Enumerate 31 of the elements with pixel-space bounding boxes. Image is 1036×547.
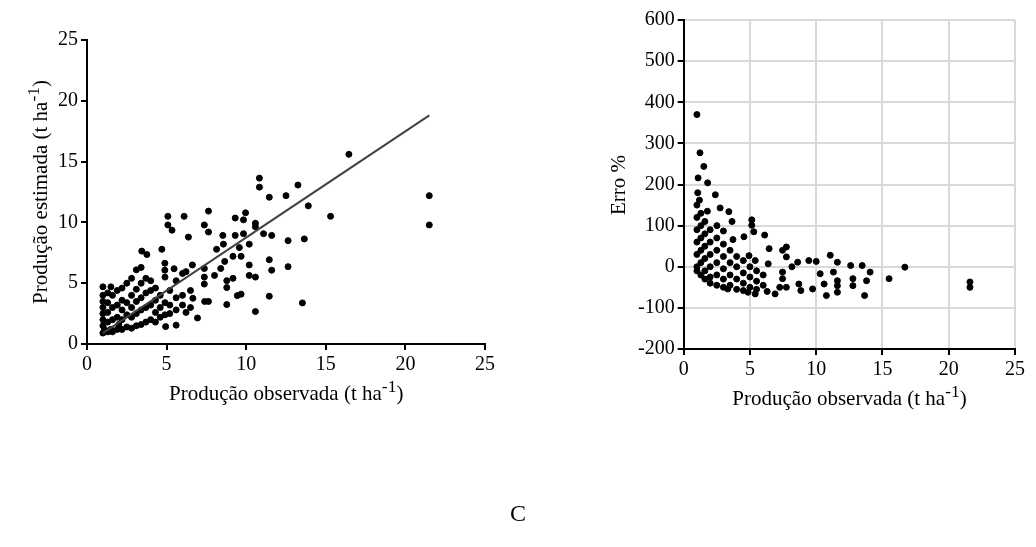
y-tick-label: 5 bbox=[68, 270, 78, 293]
x-tick-label: 20 bbox=[395, 352, 416, 375]
y-tick-label: 500 bbox=[644, 48, 675, 71]
y-tick-label: 300 bbox=[644, 130, 675, 153]
y-tick-label: -100 bbox=[637, 295, 675, 318]
y-tick-label: 10 bbox=[58, 209, 78, 232]
x-tick-label: 10 bbox=[806, 357, 827, 380]
x-tick-label: 25 bbox=[475, 352, 495, 375]
text: C bbox=[509, 500, 527, 527]
y-tick-label: 200 bbox=[644, 171, 675, 194]
x-tick-label: 0 bbox=[82, 352, 92, 375]
y-tick-label: 100 bbox=[644, 212, 675, 235]
x-tick-label: 20 bbox=[938, 357, 959, 380]
y-tick-label: 400 bbox=[644, 89, 675, 112]
x-tick-label: 5 bbox=[161, 352, 172, 375]
x-axis-title: Produção observada (t ha$^{-1}$) bbox=[732, 381, 967, 411]
y-tick-label: 20 bbox=[58, 88, 78, 111]
x-tick-label: 25 bbox=[1005, 357, 1025, 380]
x-tick-label: 10 bbox=[236, 352, 257, 375]
y-tick-label: 0 bbox=[68, 331, 78, 354]
y-axis-title: Erro % bbox=[605, 154, 631, 215]
y-tick-label: 25 bbox=[58, 27, 78, 50]
y-tick-label: 15 bbox=[58, 148, 78, 171]
y-tick-label: 0 bbox=[664, 254, 675, 276]
x-tick-label: 0 bbox=[678, 357, 689, 380]
y-tick-label: 600 bbox=[644, 7, 675, 30]
x-tick-label: 15 bbox=[315, 352, 336, 375]
x-axis-title: Produção observada (t ha$^{-1}$) bbox=[169, 376, 404, 406]
x-tick-label: 5 bbox=[744, 357, 755, 380]
x-tick-label: 15 bbox=[872, 357, 893, 380]
y-tick-label: -200 bbox=[637, 336, 675, 359]
